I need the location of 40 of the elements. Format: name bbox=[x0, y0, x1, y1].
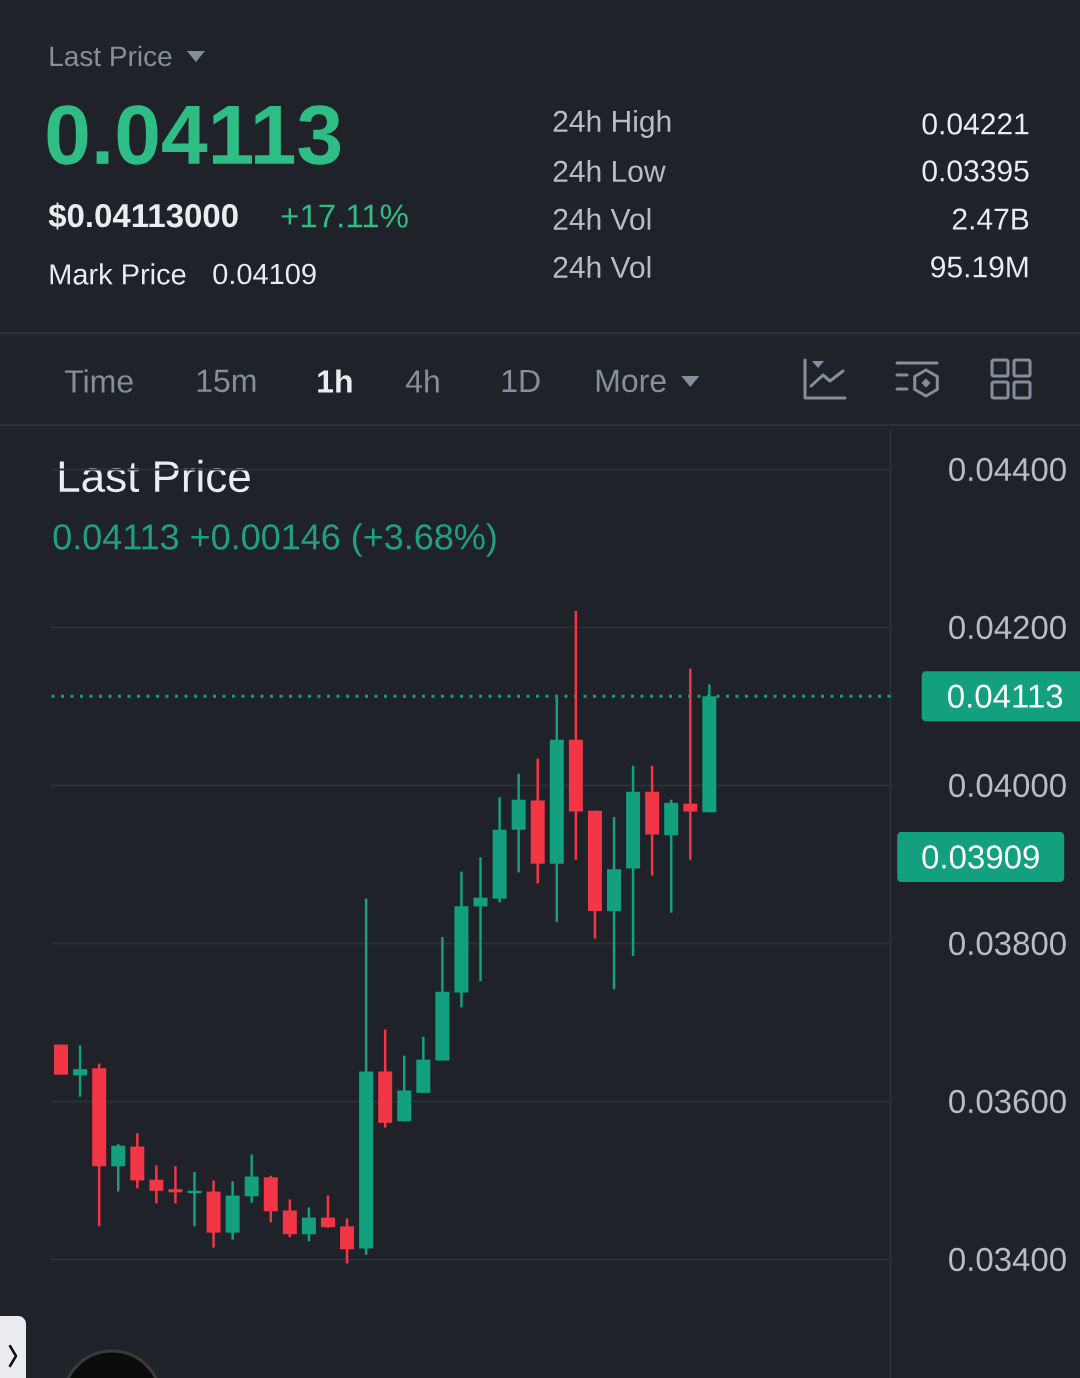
ref-line-label: 0.04113 bbox=[948, 684, 1063, 708]
text: 0.04109 bbox=[213, 263, 316, 285]
text: 0.04221 bbox=[922, 113, 1029, 135]
text: 1D bbox=[502, 369, 540, 392]
y-tick-label: 0.03800 bbox=[949, 931, 1066, 956]
y-tick-label: 0.04400 bbox=[949, 457, 1066, 482]
text: 24h Vol bbox=[553, 255, 651, 278]
text: 15m bbox=[197, 369, 256, 393]
text: 0.03909 bbox=[922, 845, 1039, 869]
text: 24h High bbox=[553, 110, 671, 138]
text: 24h Low bbox=[553, 159, 666, 182]
candlestick bbox=[168, 1165, 183, 1205]
candlestick bbox=[320, 1194, 335, 1230]
text: 95.19M bbox=[931, 256, 1028, 278]
text: $0.04113000 bbox=[48, 202, 238, 230]
text: 1h bbox=[318, 369, 352, 393]
candlestick bbox=[301, 1206, 316, 1243]
candlestick bbox=[340, 1217, 355, 1265]
text: Mark Price bbox=[50, 263, 186, 285]
y-tick-label: 0.04200 bbox=[949, 615, 1066, 640]
text: 0.04113 +0.00146 (+3.68%) bbox=[53, 523, 496, 557]
text: 0.03395 bbox=[922, 160, 1029, 182]
candlestick bbox=[73, 1044, 88, 1098]
text: Last Price bbox=[50, 45, 172, 67]
text: 0.04113 bbox=[47, 105, 341, 165]
candlestick bbox=[149, 1164, 164, 1205]
y-tick-label: 0.04000 bbox=[949, 773, 1066, 798]
text: +17.11% bbox=[281, 204, 408, 228]
text: 2.47B bbox=[952, 208, 1029, 230]
text: 4h bbox=[405, 369, 439, 393]
candlestick bbox=[683, 667, 698, 861]
candlestick bbox=[244, 1153, 259, 1204]
candlestick bbox=[282, 1198, 297, 1239]
text: Time bbox=[64, 369, 133, 393]
y-tick-label: 0.03400 bbox=[949, 1247, 1066, 1272]
y-tick-label: 0.03600 bbox=[949, 1089, 1066, 1114]
text: 24h Vol bbox=[553, 207, 651, 230]
text: More bbox=[596, 369, 666, 393]
candlestick bbox=[473, 856, 488, 983]
candlestick bbox=[111, 1142, 126, 1193]
